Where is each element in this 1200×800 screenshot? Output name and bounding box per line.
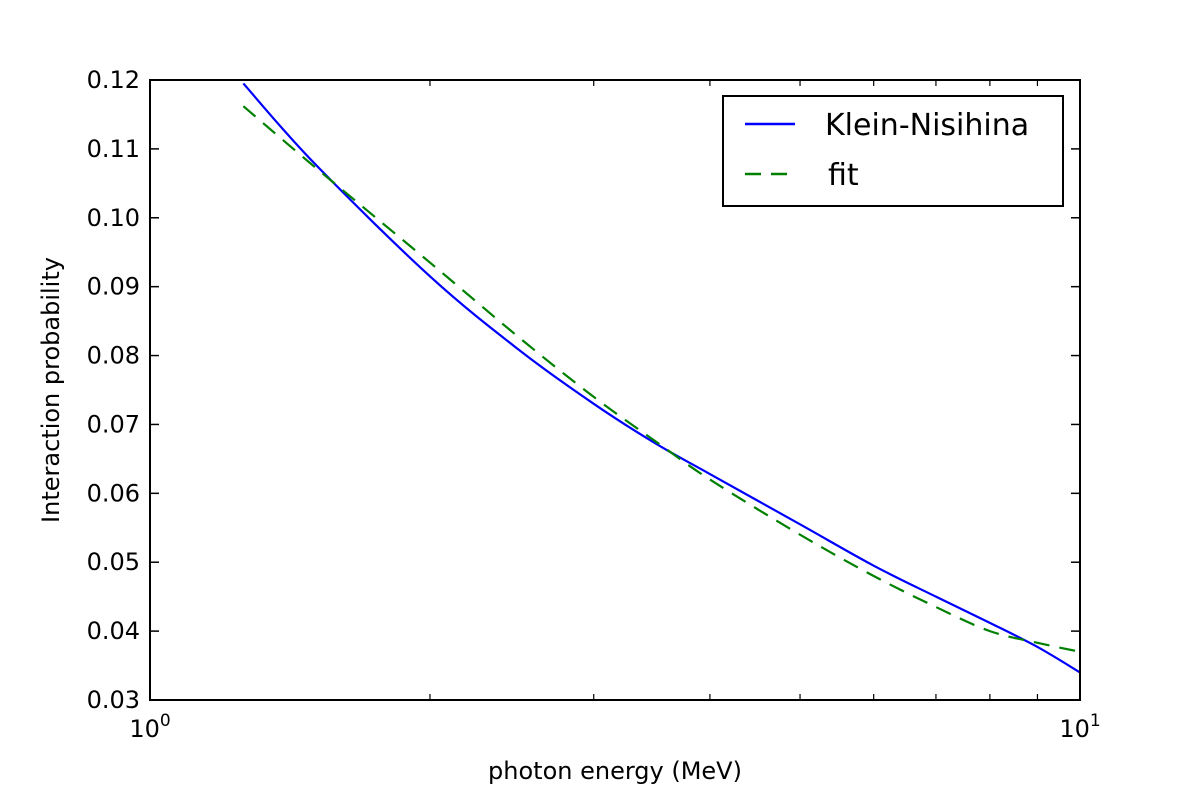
x-tick-label: 101 [1059,711,1100,743]
tick-layer: 0.03 0.04 0.05 0.06 0.07 0.08 0.09 0.10 0.11 0.12… [87,66,1101,743]
series-line-fit [242,105,1081,653]
y-tick-label: 0.03 [87,686,140,714]
y-tick-label: 0.07 [87,410,140,438]
legend-label-klein-nishina: Klein-Nisihina [825,108,1029,143]
y-tick-label: 0.10 [87,204,140,232]
x-tick-label: 100 [129,711,170,743]
series-layer [242,82,1081,674]
y-tick-label: 0.08 [87,342,140,370]
y-tick-label: 0.09 [87,273,140,301]
y-axis-label: Interaction probability [37,257,65,523]
legend-frame [722,95,1064,207]
legend: Klein-Nisihina fit [722,95,1064,207]
y-tick-label: 0.12 [87,66,140,94]
plot-frame [149,79,1081,701]
y-tick-label: 0.04 [87,617,140,645]
legend-label-fit: fit [828,158,859,193]
y-tick-label: 0.06 [87,479,140,507]
x-axis-label: photon energy (MeV) [488,757,742,785]
y-tick-label: 0.05 [87,548,140,576]
y-tick-label: 0.11 [87,135,140,163]
series-line-klein-nishina [242,82,1081,674]
